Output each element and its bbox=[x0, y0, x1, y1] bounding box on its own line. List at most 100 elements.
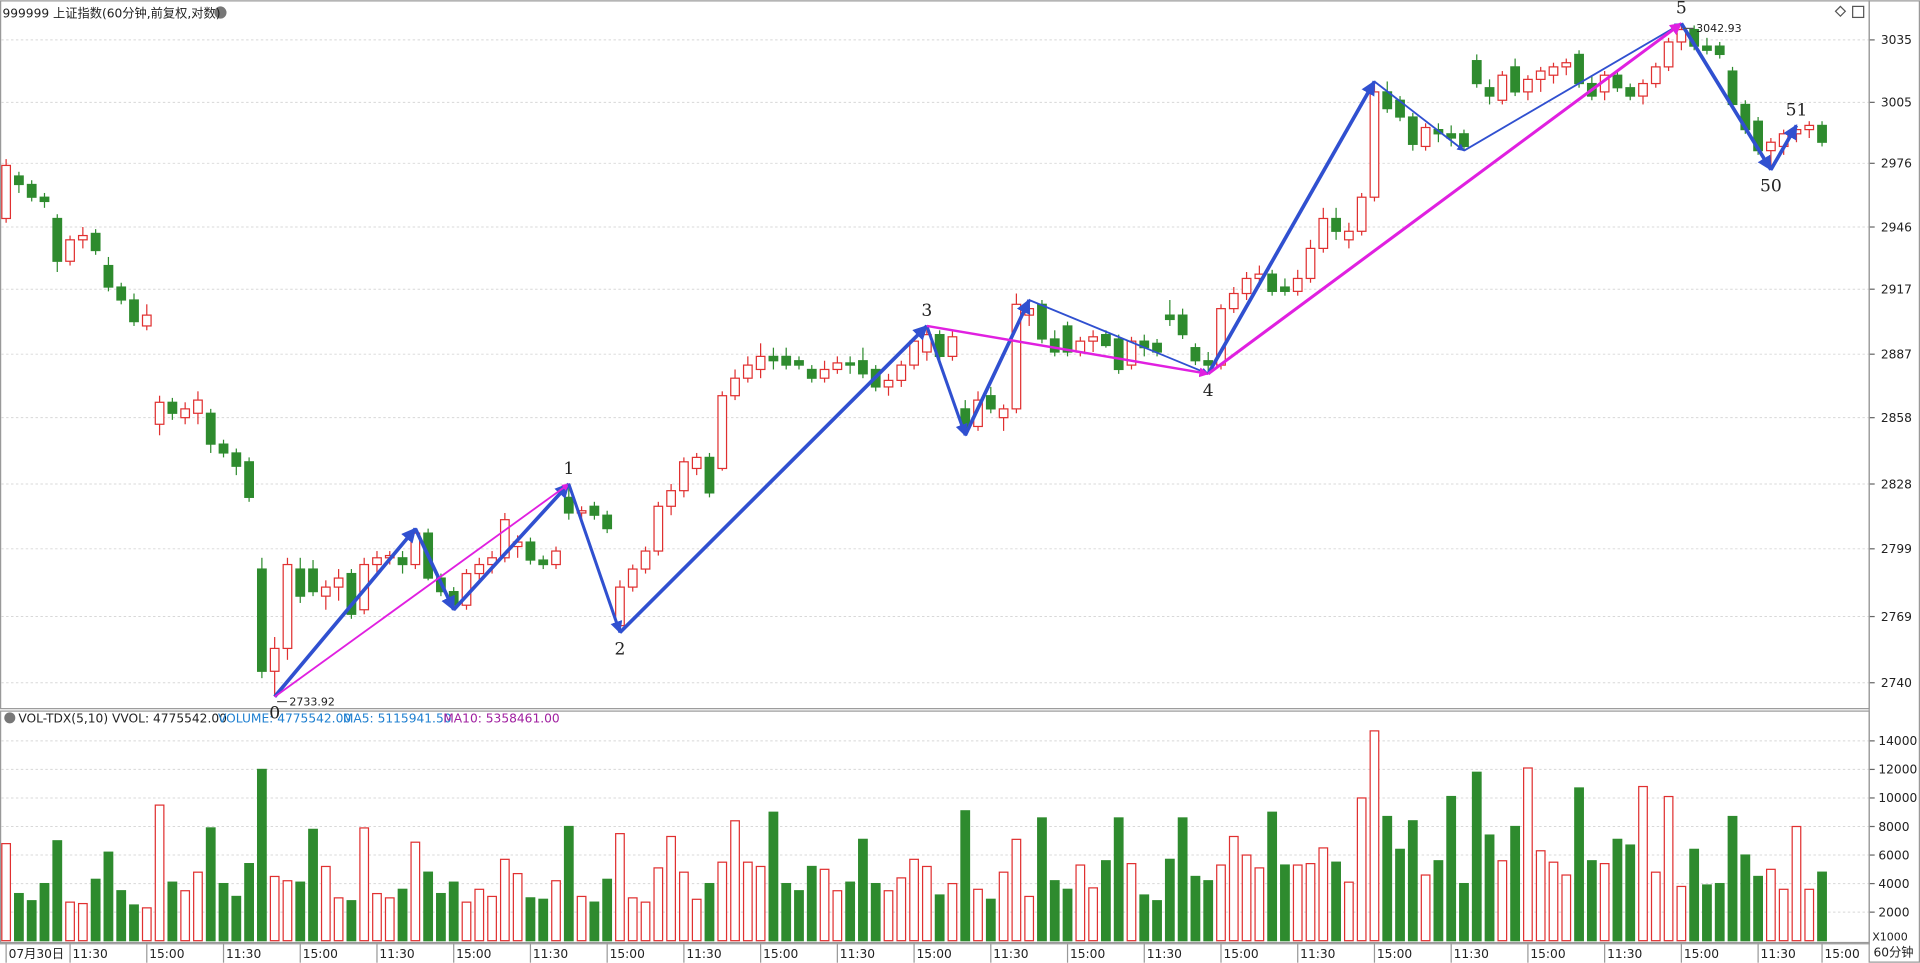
candle-body bbox=[1650, 66, 1661, 85]
volume-bar bbox=[1676, 885, 1687, 942]
candle-body bbox=[1765, 141, 1776, 152]
volume-bar bbox=[589, 901, 600, 942]
candle-body bbox=[1101, 334, 1111, 347]
volume-bar bbox=[870, 882, 881, 942]
candle-body bbox=[755, 355, 766, 371]
candle-body bbox=[1702, 45, 1712, 51]
x-tick-label: 11:30 bbox=[1761, 947, 1796, 961]
extreme-label: 2733.92 bbox=[289, 695, 335, 708]
volume-bar bbox=[1075, 864, 1086, 942]
volume-bar bbox=[1331, 861, 1341, 942]
menu-icon[interactable] bbox=[214, 6, 227, 19]
volume-bar bbox=[180, 890, 191, 942]
candle-body bbox=[832, 362, 843, 371]
x-tick-label: 11:30 bbox=[379, 947, 414, 961]
candle-body bbox=[602, 514, 613, 530]
volume-bar bbox=[781, 882, 792, 942]
candle-body bbox=[346, 572, 357, 615]
candle-body bbox=[819, 368, 830, 379]
volume-bar bbox=[384, 897, 395, 942]
volume-bar bbox=[602, 878, 613, 942]
y-tick-label: 14000 bbox=[1878, 734, 1917, 748]
volume-bar bbox=[26, 900, 37, 942]
volume-bar bbox=[1650, 871, 1661, 942]
volume-bar bbox=[768, 811, 779, 942]
candle-body bbox=[538, 559, 549, 566]
volume-bar bbox=[1638, 785, 1648, 942]
candle-body bbox=[730, 377, 740, 397]
volume-bar bbox=[947, 882, 958, 942]
candle-body bbox=[1548, 66, 1559, 76]
volume-bar bbox=[205, 827, 216, 942]
period-label: 60分钟 bbox=[1873, 945, 1913, 960]
x-tick-label: 15:00 bbox=[610, 947, 645, 961]
x-tick-label: 15:00 bbox=[917, 947, 952, 961]
candle-body bbox=[1, 164, 12, 220]
volume-bar bbox=[1101, 860, 1111, 942]
wave-label: 5 bbox=[1676, 0, 1687, 19]
volume-bar bbox=[845, 881, 856, 942]
volume-bar bbox=[832, 890, 843, 942]
volume-bar bbox=[1062, 888, 1073, 942]
candle-body bbox=[244, 461, 254, 498]
volume-label: VOLUME: 4775542.00 bbox=[218, 712, 351, 726]
candle-body bbox=[1190, 347, 1201, 362]
volume-bar bbox=[1471, 771, 1482, 942]
y-tick-label: 2799 bbox=[1881, 542, 1912, 556]
wave-label: 51 bbox=[1786, 101, 1808, 121]
volume-bar bbox=[116, 890, 127, 942]
candle-body bbox=[1228, 292, 1239, 310]
candle-body bbox=[1535, 70, 1546, 80]
volume-bar bbox=[461, 901, 472, 942]
volume-bar bbox=[806, 865, 817, 942]
candle-body bbox=[1817, 124, 1827, 143]
vol-menu-icon[interactable] bbox=[4, 712, 16, 724]
volume-bar bbox=[193, 871, 203, 942]
extreme-label: 3042.93 bbox=[1696, 22, 1742, 35]
candle-body bbox=[1113, 338, 1124, 371]
volume-bar bbox=[883, 890, 894, 942]
volume-bar bbox=[1139, 894, 1150, 942]
candle-body bbox=[1420, 126, 1431, 148]
candle-body bbox=[998, 408, 1009, 419]
candle-body bbox=[1510, 66, 1521, 93]
x-tick-label: 11:30 bbox=[1607, 947, 1642, 961]
candle-body bbox=[627, 568, 638, 588]
diamond-icon[interactable] bbox=[1834, 5, 1847, 18]
volume-bar bbox=[1420, 874, 1431, 942]
volume-bar bbox=[359, 827, 370, 942]
candle-body bbox=[26, 183, 37, 198]
volume-bar bbox=[320, 865, 331, 942]
candle-body bbox=[116, 286, 127, 301]
y-tick-label: 2946 bbox=[1881, 220, 1912, 234]
x-tick-label: 11:30 bbox=[1300, 947, 1335, 961]
candle-body bbox=[985, 395, 996, 410]
x-tick-label: 15:00 bbox=[303, 947, 338, 961]
volume-bar bbox=[615, 833, 625, 942]
volume-bar bbox=[77, 902, 88, 942]
wave-line bbox=[1373, 80, 1465, 152]
candle-body bbox=[1407, 116, 1418, 145]
window-icon[interactable] bbox=[1852, 5, 1865, 19]
candle-body bbox=[1292, 277, 1303, 292]
candle-body bbox=[308, 568, 318, 593]
volume-bar bbox=[1804, 888, 1815, 942]
volume-bar bbox=[1113, 817, 1124, 942]
candle-body bbox=[103, 264, 114, 288]
wave-line bbox=[963, 298, 1031, 437]
candle-body bbox=[1612, 74, 1623, 89]
candle-body bbox=[1164, 314, 1175, 321]
ma10-label: MA10: 5358461.00 bbox=[443, 712, 559, 726]
candle-body bbox=[1343, 230, 1354, 241]
candle-body bbox=[947, 336, 958, 357]
volume-bar bbox=[1318, 847, 1329, 942]
candle-body bbox=[65, 239, 75, 262]
y-tick-label: 6000 bbox=[1878, 848, 1909, 862]
volume-bar bbox=[1024, 895, 1035, 942]
x-tick-label: 15:00 bbox=[1223, 947, 1258, 961]
wave-line bbox=[1463, 22, 1683, 152]
candle-body bbox=[1497, 74, 1508, 101]
volume-bar bbox=[1727, 815, 1738, 942]
candle-body bbox=[129, 299, 139, 323]
